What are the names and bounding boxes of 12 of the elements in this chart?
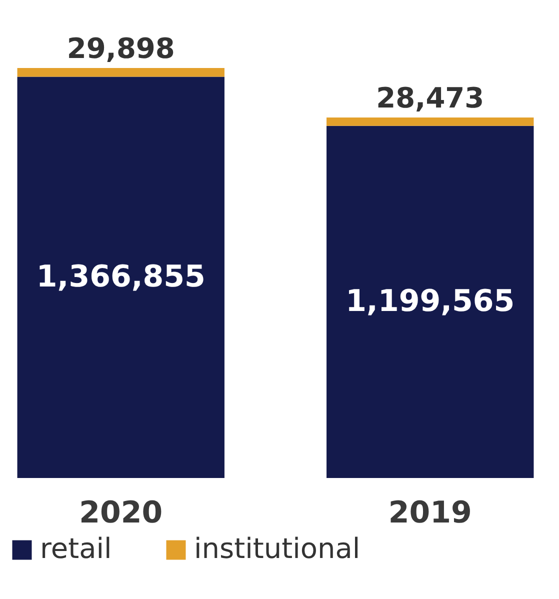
bar — [17, 76, 224, 478]
legend-label: institutional — [194, 532, 360, 565]
data-label: 1,366,855 — [36, 259, 206, 294]
x-tick-label: 2020 — [79, 496, 163, 530]
legend-label: retail — [40, 532, 112, 565]
bar — [17, 68, 224, 77]
x-tick-label: 2019 — [388, 496, 472, 530]
data-label: 1,199,565 — [346, 284, 515, 319]
bar — [326, 126, 534, 478]
data-label: 29,898 — [66, 32, 175, 65]
bar — [326, 118, 534, 126]
data-label: 28,473 — [376, 82, 484, 115]
